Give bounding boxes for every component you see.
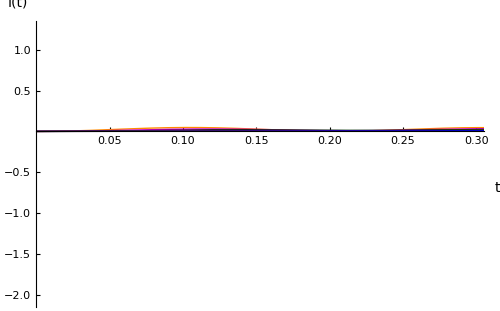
- Y-axis label: I(t): I(t): [8, 0, 28, 10]
- X-axis label: t: t: [494, 181, 500, 195]
